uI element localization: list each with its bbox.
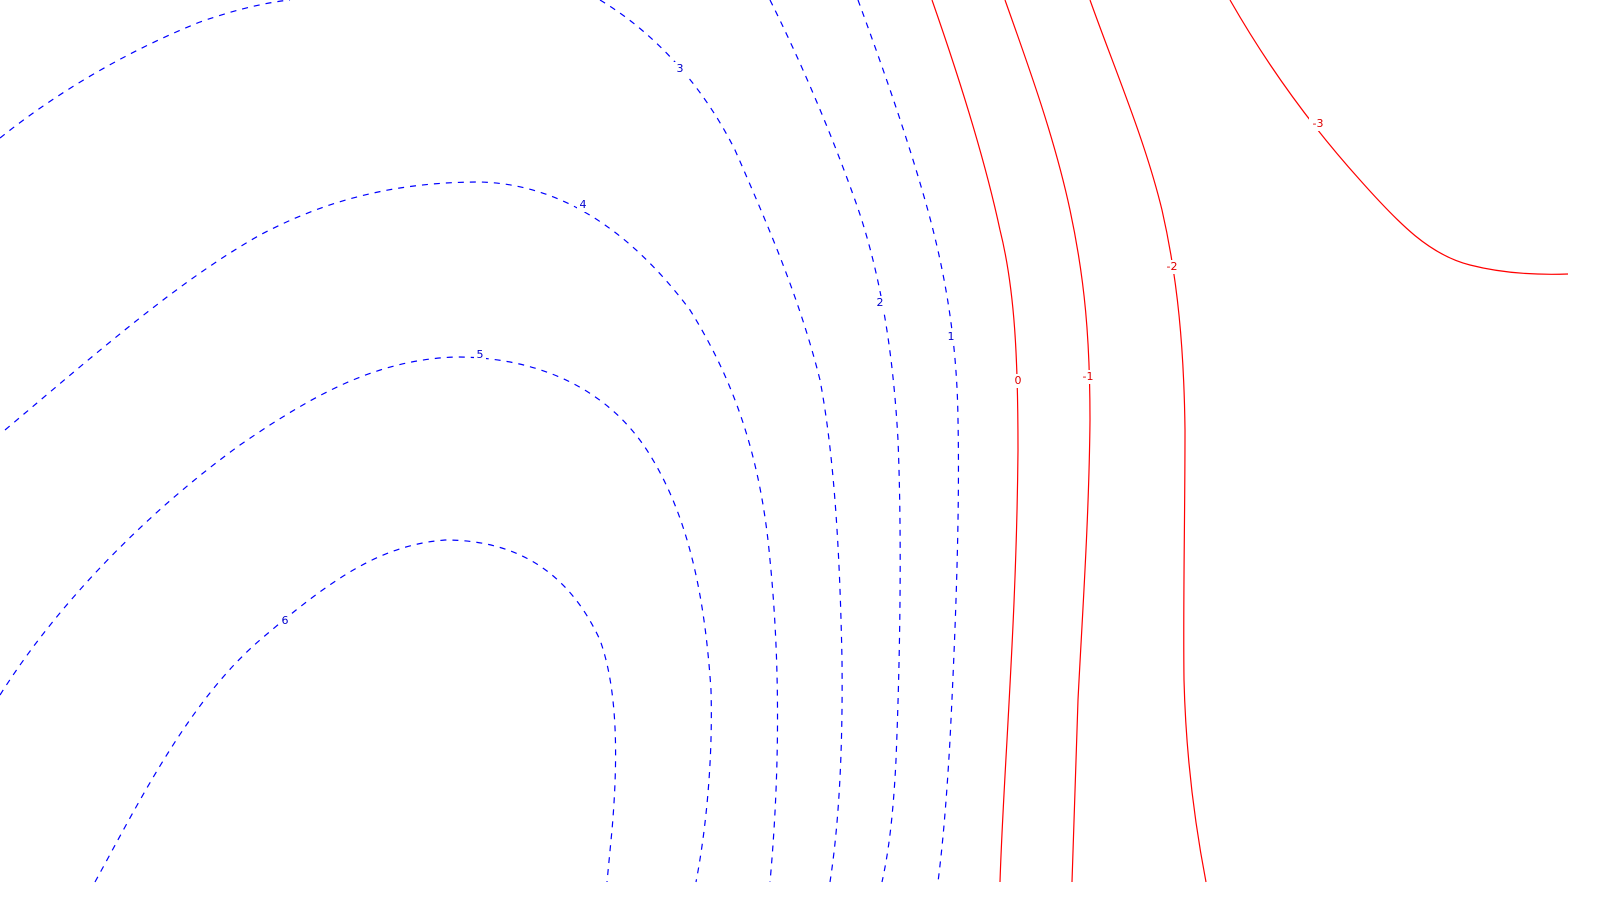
contour-label-background (1163, 260, 1181, 274)
contour-line-1 (857, 0, 960, 883)
contour-label-2: 2 (877, 296, 884, 309)
contour-label-5: 5 (477, 348, 484, 361)
contour-line-neg1 (1004, 0, 1091, 883)
contour-label-neg1: -1 (1083, 370, 1094, 383)
contour-label-background (577, 198, 589, 212)
contour-line-2 (769, 0, 901, 883)
contour-label-6: 6 (282, 614, 289, 627)
contour-line-neg2 (1089, 0, 1207, 883)
contour-label-neg3: -3 (1313, 117, 1324, 130)
contour-line-5 (0, 356, 712, 883)
contour-lines (0, 0, 1569, 883)
contour-label-background (674, 62, 686, 76)
contour-label-background (474, 348, 486, 362)
contour-label-background (945, 330, 957, 344)
contour-label-background (279, 614, 291, 628)
contour-label-neg2: -2 (1167, 260, 1178, 273)
contour-line-6 (94, 539, 617, 883)
contour-label-3: 3 (677, 62, 684, 75)
contour-labels: 6 5 4 3 2 1 0 -1 -2 -3 (279, 62, 1327, 628)
contour-label-background (1309, 117, 1327, 131)
contour-label-1: 1 (948, 330, 955, 343)
contour-label-background (874, 296, 886, 310)
contour-label-0: 0 (1015, 374, 1022, 387)
contour-label-background (1079, 370, 1097, 384)
contour-label-background (1012, 374, 1024, 388)
contour-line-neg3 (1229, 0, 1569, 275)
contour-line-4 (4, 181, 779, 883)
contour-line-3 (0, 0, 843, 883)
contour-line-0 (931, 0, 1019, 883)
contour-label-4: 4 (580, 198, 587, 211)
